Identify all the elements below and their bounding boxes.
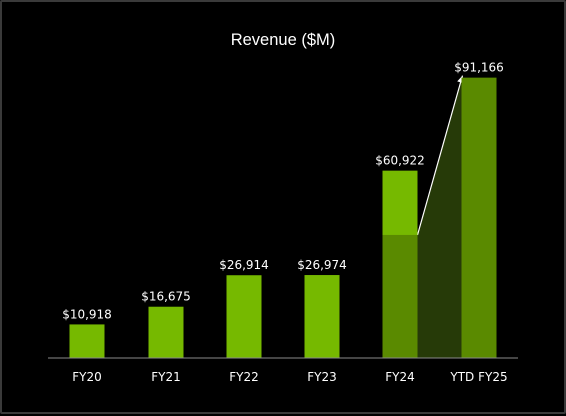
data-label-fy23: $26,974 (297, 258, 347, 272)
data-label-ytd-fy25: $91,166 (454, 61, 504, 75)
x-axis-ticks: FY20 FY21 FY22 FY23 FY24 YTD FY25 (72, 370, 507, 384)
data-label-fy20: $10,918 (62, 307, 112, 321)
x-tick-fy24: FY24 (385, 370, 415, 384)
growth-connector-area (417, 77, 462, 358)
data-label-fy22: $26,914 (219, 258, 269, 272)
x-tick-fy20: FY20 (72, 370, 102, 384)
bar-fy20 (69, 324, 105, 358)
x-tick-ytd-fy25: YTD FY25 (449, 370, 507, 384)
chart-title: Revenue ($M) (231, 31, 336, 49)
bars (69, 77, 497, 358)
x-tick-fy21: FY21 (151, 370, 181, 384)
bar-fy24-lower (382, 234, 418, 358)
bar-fy23 (304, 275, 340, 358)
bar-ytd-fy25 (461, 77, 497, 358)
bar-fy22 (226, 275, 262, 358)
growth-arrow-line (416, 75, 464, 236)
x-tick-fy23: FY23 (307, 370, 337, 384)
x-tick-fy22: FY22 (229, 370, 259, 384)
data-labels: $10,918 $16,675 $26,914 $26,974 $60,922 $91,1… (62, 61, 504, 322)
bar-fy21 (148, 306, 184, 358)
data-label-fy21: $16,675 (141, 290, 191, 304)
growth-connector (416, 75, 464, 358)
bar-fy24-upper (382, 170, 418, 235)
data-label-fy24: $60,922 (375, 154, 425, 168)
